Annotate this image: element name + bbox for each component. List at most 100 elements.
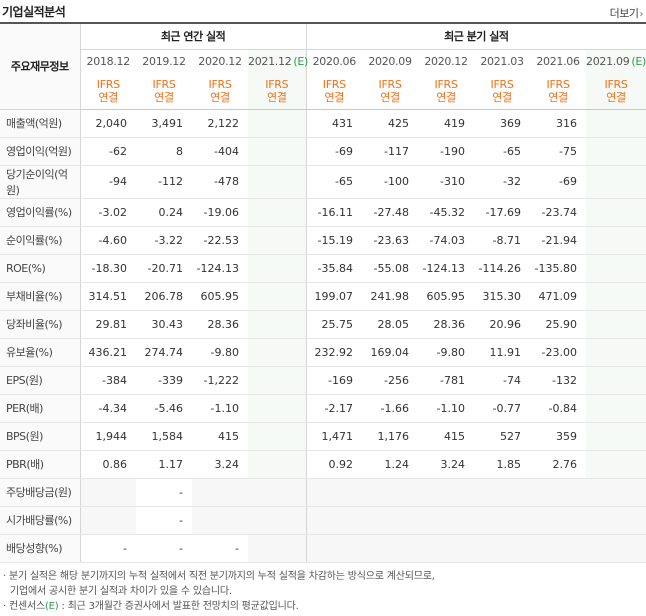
cell-value: -17.69 <box>474 197 531 227</box>
table-row: 주당배당금(원) - <box>0 477 646 507</box>
ifrs-label: IFRS 연결 <box>362 73 419 110</box>
cell-value: -65 <box>474 137 531 166</box>
table-row: 순이익률(%) -4.60 -3.22 -22.53 -15.19 -23.63 -74.0… <box>0 226 646 255</box>
cell-value <box>362 534 419 563</box>
cell-value: -8.71 <box>474 226 531 255</box>
ifrs-line1: IFRS <box>378 77 402 91</box>
cell-value: -0.84 <box>530 394 587 423</box>
cell-value: -5.46 <box>136 394 192 423</box>
cell-value: 25.90 <box>530 310 587 339</box>
ifrs-line1: IFRS <box>265 77 289 91</box>
table-row: PER(배) -4.34 -5.46 -1.10 -2.17 -1.66 -1.10 -0.7… <box>0 394 646 423</box>
cell-value: -112 <box>136 165 192 199</box>
period-label: 2021.06 <box>536 54 580 68</box>
cell-value: - <box>136 477 192 507</box>
cell-value: 415 <box>418 422 475 451</box>
cell-value: 1,584 <box>136 422 192 451</box>
cell-value: 1,176 <box>362 422 419 451</box>
cell-value: 431 <box>305 109 363 138</box>
cell-value <box>248 450 307 479</box>
cell-value: -384 <box>79 365 136 395</box>
cell-value: 28.36 <box>192 310 248 339</box>
footnote-3-prefix: · 컨센서스 <box>3 601 45 612</box>
quarter-period-header: 2021.09 (E) <box>586 49 646 73</box>
cell-value: -32 <box>474 165 531 199</box>
footnote-1: · 분기 실적은 해당 분기까지의 누적 실적에서 직전 분기까지의 누적 실적… <box>3 571 435 582</box>
cell-value <box>586 165 646 199</box>
cell-value <box>79 506 136 535</box>
ifrs-line2: 연결 <box>436 90 456 104</box>
cell-value: -169 <box>305 365 363 395</box>
cell-value: 20.96 <box>474 310 531 339</box>
cell-value <box>248 254 307 283</box>
cell-value: -135.80 <box>530 254 587 283</box>
cell-value <box>248 338 307 367</box>
quarter-period-header: 2020.06 <box>305 49 363 73</box>
estimate-marker: (E) <box>44 601 59 612</box>
annual-group-header: 최근 연간 실적 <box>79 22 307 50</box>
cell-value: -404 <box>192 137 248 166</box>
cell-value: -21.94 <box>530 226 587 255</box>
cell-value: 232.92 <box>305 338 363 367</box>
period-label: 2020.06 <box>312 54 357 68</box>
cell-value: -19.06 <box>192 197 248 227</box>
period-label: 2021.12 <box>248 54 292 68</box>
cell-value: 241.98 <box>362 282 419 311</box>
cell-value: 359 <box>530 422 587 451</box>
cell-value: 2.76 <box>530 450 587 479</box>
cell-value: 274.74 <box>136 338 192 367</box>
cell-value: -55.08 <box>362 254 419 283</box>
ifrs-line2: 연결 <box>492 90 512 104</box>
row-label: 주당배당금(원) <box>0 477 80 507</box>
ifrs-line1: IFRS <box>322 77 346 91</box>
table-row: 부채비율(%) 314.51 206.78 605.95 199.07 241.98 605… <box>0 282 646 311</box>
period-label: 2021.03 <box>480 54 524 68</box>
ifrs-label: IFRS 연결 <box>586 73 646 110</box>
period-label: 2018.12 <box>86 54 131 68</box>
annual-period-header: 2019.12 <box>136 49 192 73</box>
cell-value: -35.84 <box>305 254 363 283</box>
cell-value <box>530 477 587 507</box>
cell-value <box>248 310 307 339</box>
estimate-marker: (E) <box>293 54 309 68</box>
cell-value: 1,471 <box>305 422 363 451</box>
cell-value: 1.17 <box>136 450 192 479</box>
row-label: 유보율(%) <box>0 338 80 367</box>
cell-value: 605.95 <box>192 282 248 311</box>
section-title: 기업실적분석 <box>2 5 66 19</box>
cell-value: -339 <box>136 365 192 395</box>
more-link[interactable]: 더보기› <box>610 5 644 21</box>
ifrs-line2: 연결 <box>98 90 119 104</box>
cell-value: -94 <box>79 165 136 199</box>
cell-value: 1.85 <box>474 450 531 479</box>
footnotes: · 분기 실적은 해당 분기까지의 누적 실적에서 직전 분기까지의 누적 실적… <box>3 569 435 614</box>
estimate-marker: (E) <box>631 54 646 68</box>
table-row: PBR(배) 0.86 1.17 3.24 0.92 1.24 3.24 1.85 2.76 <box>0 450 646 479</box>
table-row: 영업이익률(%) -3.02 0.24 -19.06 -16.11 -27.48 -45.3… <box>0 197 646 227</box>
row-label: 순이익률(%) <box>0 226 80 255</box>
cell-value: 3,491 <box>136 109 192 138</box>
row-label: ROE(%) <box>0 254 80 283</box>
cell-value: 1,944 <box>79 422 136 451</box>
cell-value <box>586 534 646 563</box>
section-header: 기업실적분석 더보기› <box>0 0 646 22</box>
cell-value: 1.24 <box>362 450 419 479</box>
cell-value: 419 <box>418 109 475 138</box>
cell-value: 199.07 <box>305 282 363 311</box>
period-label: 2020.12 <box>198 54 242 68</box>
ifrs-line2: 연결 <box>324 90 345 104</box>
ifrs-line2: 연결 <box>380 90 400 104</box>
cell-value <box>586 137 646 166</box>
row-label: 영업이익률(%) <box>0 197 80 227</box>
cell-value: - <box>192 534 248 563</box>
ifrs-line1: IFRS <box>546 77 570 91</box>
cell-value <box>248 534 307 563</box>
cell-value: -4.60 <box>79 226 136 255</box>
cell-value <box>305 506 363 535</box>
cell-value: -1.10 <box>418 394 475 423</box>
quarter-group-header: 최근 분기 실적 <box>305 22 646 50</box>
cell-value: -9.80 <box>192 338 248 367</box>
row-label: 매출액(억원) <box>0 109 80 138</box>
footnote-3-suffix: : 최근 3개월간 증권사에서 발표한 전망치의 평균값입니다. <box>58 601 299 612</box>
cell-value <box>248 422 307 451</box>
